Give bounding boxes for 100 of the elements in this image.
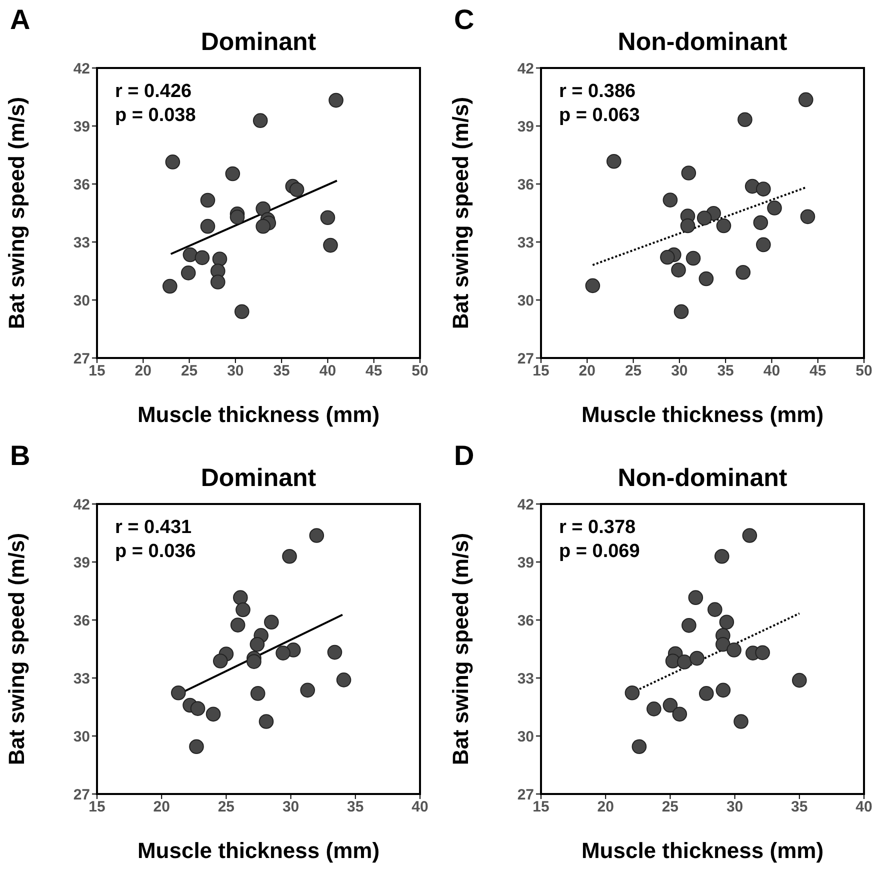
y-tick-label: 30 — [73, 728, 90, 746]
chart-title: Non-dominant — [616, 464, 788, 493]
point — [698, 686, 714, 701]
annotation: p = 0.036 — [115, 540, 196, 564]
point — [234, 304, 250, 319]
x-tick-label: 35 — [791, 798, 808, 816]
x-tick-label: 40 — [763, 362, 780, 380]
point — [736, 264, 751, 280]
x-tick-label: 15 — [532, 798, 550, 816]
text: D — [454, 440, 474, 472]
point — [210, 274, 226, 290]
point — [276, 646, 290, 660]
y-tick-label: 42 — [517, 60, 534, 78]
point — [236, 602, 250, 618]
y-axis-title: Bat swing speed (m/s) — [448, 532, 473, 766]
point — [688, 590, 704, 605]
chart-title: Dominant — [200, 28, 318, 57]
point — [162, 278, 178, 294]
x-axis-title: Muscle thickness (mm) — [581, 402, 824, 427]
point — [767, 200, 782, 216]
point — [734, 714, 748, 729]
y-tick-label: 27 — [73, 786, 90, 804]
y-tick-label: 30 — [73, 292, 90, 310]
point — [686, 250, 701, 266]
point — [798, 92, 814, 108]
point — [250, 636, 265, 652]
point — [671, 262, 686, 278]
x-tick-label: 15 — [88, 798, 106, 816]
point — [206, 706, 221, 722]
point — [792, 672, 807, 688]
y-tick-label: 27 — [73, 350, 90, 368]
x-tick-label: 30 — [227, 362, 244, 380]
point — [200, 218, 216, 234]
x-tick-label: 45 — [810, 362, 826, 380]
chart-title: Dominant — [200, 464, 318, 493]
annotation: r = 0.386 — [559, 80, 637, 104]
y-tick-label: 39 — [517, 118, 534, 136]
point — [230, 618, 246, 632]
y-tick-label: 33 — [73, 670, 90, 688]
point — [716, 636, 730, 652]
point — [716, 682, 731, 698]
y-tick-label: 42 — [73, 60, 90, 78]
point — [738, 112, 752, 128]
point — [606, 154, 622, 169]
point — [289, 182, 304, 198]
point — [170, 685, 186, 700]
x-tick-label: 25 — [218, 798, 235, 816]
point — [320, 210, 336, 226]
annotation: r = 0.378 — [559, 516, 637, 540]
x-tick-label: 40 — [412, 798, 428, 816]
y-tick-label: 39 — [73, 554, 90, 572]
point — [800, 209, 816, 224]
point — [250, 686, 266, 701]
point — [212, 252, 228, 266]
y-axis-title: Bat swing speed (m/s) — [448, 96, 473, 330]
point — [662, 192, 678, 208]
y-tick-label: 39 — [73, 118, 90, 136]
point — [258, 714, 274, 729]
x-tick-label: 35 — [347, 798, 364, 816]
point — [225, 166, 240, 182]
x-tick-label: 30 — [282, 798, 300, 816]
annotation: r = 0.426 — [115, 80, 193, 104]
chart-title: Non-dominant — [616, 28, 788, 57]
point — [585, 278, 600, 294]
text: A — [10, 4, 30, 36]
point — [200, 192, 216, 208]
point — [716, 218, 732, 234]
y-tick-label: 33 — [517, 234, 534, 252]
x-tick-label: 20 — [578, 362, 596, 380]
point — [182, 247, 198, 262]
point — [698, 271, 714, 286]
x-tick-label: 35 — [717, 362, 734, 380]
point — [753, 215, 768, 230]
x-tick-label: 45 — [366, 362, 382, 380]
x-tick-label: 25 — [180, 362, 198, 380]
y-tick-label: 42 — [517, 496, 534, 514]
point — [282, 548, 297, 564]
y-tick-label: 33 — [73, 234, 90, 252]
annotation: p = 0.063 — [559, 104, 640, 128]
y-tick-label: 27 — [517, 786, 534, 804]
point — [756, 182, 771, 196]
point — [726, 642, 742, 658]
y-tick-label: 36 — [73, 612, 90, 630]
x-tick-label: 30 — [726, 798, 744, 816]
point — [672, 706, 688, 722]
x-tick-label: 50 — [856, 362, 872, 380]
point — [323, 238, 338, 253]
annotation: p = 0.038 — [115, 104, 196, 128]
x-axis-title: Muscle thickness (mm) — [137, 402, 380, 427]
point — [264, 614, 279, 630]
point — [682, 618, 696, 633]
x-tick-label: 40 — [856, 798, 872, 816]
point — [662, 698, 678, 713]
x-tick-label: 25 — [662, 798, 679, 816]
point — [624, 685, 640, 700]
y-tick-label: 27 — [517, 350, 534, 368]
x-tick-label: 25 — [624, 362, 642, 380]
point — [300, 682, 316, 698]
point — [309, 528, 324, 543]
point — [336, 672, 352, 688]
